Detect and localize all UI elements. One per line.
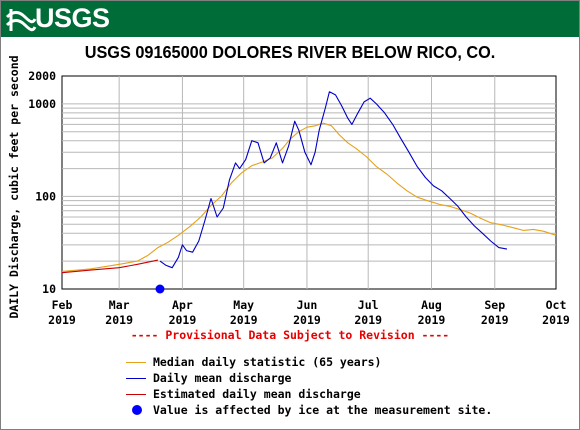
x-tick-year-label: 2019 xyxy=(230,313,258,327)
series-line-median xyxy=(61,122,557,272)
x-tick-label: Feb xyxy=(52,298,73,312)
x-tick-label: Sep xyxy=(484,298,505,312)
x-tick-year-label: 2019 xyxy=(418,313,446,327)
y-tick-label: 100 xyxy=(35,189,56,203)
legend-swatch-daily-mean xyxy=(126,378,146,379)
chart-title: USGS 09165000 DOLORES RIVER BELOW RICO, … xyxy=(84,42,496,62)
x-tick-label: May xyxy=(233,298,254,312)
y-tick-labels: 10 100 1000 2000 xyxy=(28,69,56,296)
x-tick-label: Jul xyxy=(358,298,379,312)
x-tick-label: Mar xyxy=(109,298,130,312)
legend-ice-dot-icon xyxy=(132,405,142,415)
grid-lines xyxy=(62,76,556,289)
x-tick-year-label: 2019 xyxy=(354,313,382,327)
x-tick-year-label: 2019 xyxy=(169,313,197,327)
x-tick-year-label: 2019 xyxy=(481,313,509,327)
legend-swatch-estimated xyxy=(126,394,146,395)
x-tick-label: Oct xyxy=(546,298,567,312)
y-tick-label: 2000 xyxy=(28,69,56,83)
x-tick-label: Aug xyxy=(421,298,442,312)
x-tick-year-label: 2019 xyxy=(105,313,133,327)
y-tick-label: 10 xyxy=(42,282,56,296)
usgs-banner: USGS xyxy=(1,1,579,37)
legend-label-median: Median daily statistic (65 years) xyxy=(153,355,382,369)
legend-label-ice: Value is affected by ice at the measurem… xyxy=(153,403,493,417)
legend-swatch-median xyxy=(126,362,146,363)
x-tick-year-label: 2019 xyxy=(293,313,321,327)
x-tick-labels: Feb2019Mar2019Apr2019May2019Jun2019Jul20… xyxy=(48,298,570,327)
series-line-daily-mean xyxy=(159,91,508,269)
usgs-logo-text: USGS xyxy=(35,3,110,33)
ice-affected-point xyxy=(155,284,165,294)
series-line-estimated xyxy=(61,259,159,274)
series-lines xyxy=(61,91,557,294)
legend-label-estimated: Estimated daily mean discharge xyxy=(153,387,361,401)
usgs-logo-icon xyxy=(5,9,37,32)
x-tick-year-label: 2019 xyxy=(48,313,76,327)
provisional-notice: ---- Provisional Data Subject to Revisio… xyxy=(130,328,450,342)
plot-area xyxy=(61,75,557,290)
legend-label-daily-mean: Daily mean discharge xyxy=(153,371,292,385)
y-tick-label: 1000 xyxy=(28,97,56,111)
x-tick-label: Apr xyxy=(172,298,193,312)
x-tick-year-label: 2019 xyxy=(542,313,570,327)
x-tick-label: Jun xyxy=(297,298,318,312)
